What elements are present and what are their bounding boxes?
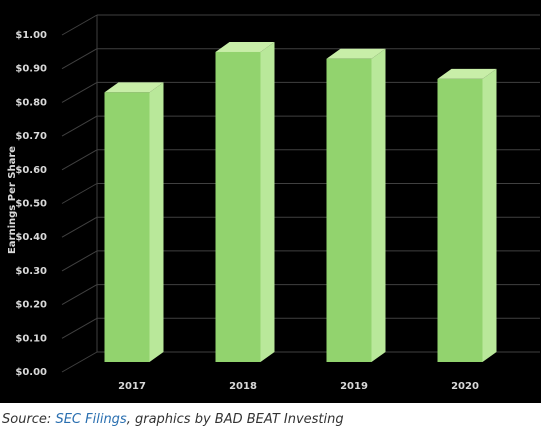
bar-top bbox=[215, 41, 275, 52]
grid-line bbox=[61, 14, 98, 36]
grid-line bbox=[61, 317, 98, 339]
caption-link[interactable]: SEC Filings bbox=[55, 412, 127, 427]
x-tick-label: 2019 bbox=[340, 381, 368, 392]
x-tick-label: 2018 bbox=[229, 381, 257, 392]
caption-text: , graphics by BAD BEAT Investing bbox=[126, 412, 344, 427]
caption-text: Source: bbox=[2, 412, 56, 427]
bar bbox=[326, 58, 372, 362]
grid-line bbox=[61, 81, 98, 103]
x-tick-label: 2017 bbox=[118, 381, 146, 392]
y-tick-label: $0.50 bbox=[15, 199, 47, 210]
y-tick-label: $0.30 bbox=[15, 266, 47, 277]
y-tick-label: $0.60 bbox=[15, 165, 47, 176]
y-tick-label: $0.10 bbox=[15, 333, 47, 344]
bar bbox=[215, 51, 261, 363]
grid-line bbox=[61, 48, 98, 70]
bar-side bbox=[371, 48, 386, 362]
bar-side bbox=[482, 68, 497, 363]
x-tick-label: 2020 bbox=[451, 381, 479, 392]
bar-top bbox=[104, 82, 164, 93]
bar-side bbox=[149, 82, 164, 363]
caption: Source: SEC Filings, graphics by BAD BEA… bbox=[2, 412, 344, 427]
grid-line bbox=[61, 183, 98, 204]
y-axis-label: Earnings Per Share bbox=[7, 146, 18, 254]
bar bbox=[437, 78, 483, 363]
y-tick-label: $0.40 bbox=[15, 232, 47, 243]
grid-line bbox=[61, 351, 98, 373]
bar-top bbox=[437, 68, 497, 79]
bar-side bbox=[260, 41, 275, 363]
grid-line bbox=[61, 149, 98, 171]
y-tick-label: $0.80 bbox=[15, 97, 47, 108]
y-tick-label: $0.90 bbox=[15, 64, 47, 75]
y-tick-label: $0.70 bbox=[15, 131, 47, 142]
y-tick-label: $0.20 bbox=[15, 300, 47, 311]
grid-line bbox=[61, 284, 98, 306]
bar bbox=[104, 92, 150, 363]
grid-line bbox=[61, 250, 98, 272]
grid-line bbox=[61, 115, 98, 137]
y-tick-label: $1.00 bbox=[15, 30, 47, 41]
grid-line bbox=[61, 216, 98, 238]
bar-top bbox=[326, 48, 386, 59]
y-tick-label: $0.00 bbox=[15, 367, 47, 378]
chart: Earnings Per Share $0.00 $0.10 $0.20 $0.30 $… bbox=[0, 0, 541, 403]
